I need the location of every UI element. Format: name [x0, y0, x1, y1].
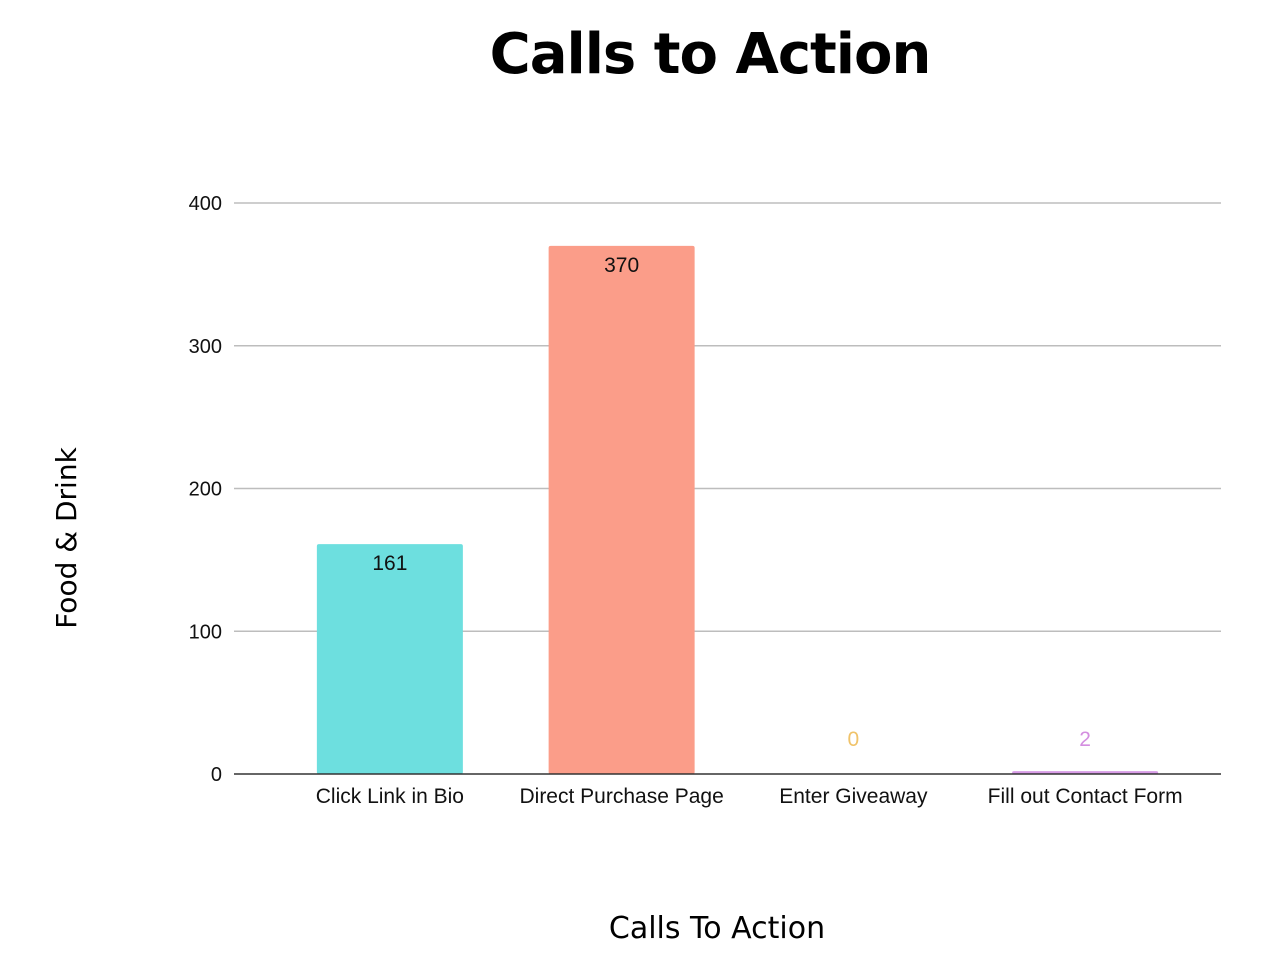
chart-title: Calls to Action	[489, 22, 932, 87]
bar	[316, 544, 463, 774]
y-tick-label: 300	[189, 336, 222, 358]
x-tick-label: Direct Purchase Page	[519, 785, 723, 808]
x-tick-label: Click Link in Bio	[316, 785, 464, 808]
data-label: 2	[1079, 728, 1091, 751]
y-axis-ticks: 0 100 200 300 400	[189, 193, 222, 786]
y-tick-label: 400	[189, 193, 222, 215]
x-axis-categories: Click Link in Bio Direct Purchase Page Ent…	[316, 785, 1183, 808]
bars	[316, 245, 1159, 774]
x-axis-label: Calls To Action	[609, 911, 825, 946]
x-tick-label: Fill out Contact Form	[988, 785, 1183, 808]
data-labels: 161 370 0 2	[372, 254, 1091, 751]
data-label: 370	[604, 254, 639, 277]
y-tick-label: 0	[211, 764, 222, 786]
data-label: 0	[848, 728, 860, 751]
data-label: 161	[372, 552, 407, 575]
y-tick-label: 200	[189, 479, 222, 501]
y-axis-label: Food & Drink	[50, 446, 83, 628]
y-tick-label: 100	[189, 621, 222, 643]
x-tick-label: Enter Giveaway	[779, 785, 928, 808]
bar	[548, 245, 695, 774]
